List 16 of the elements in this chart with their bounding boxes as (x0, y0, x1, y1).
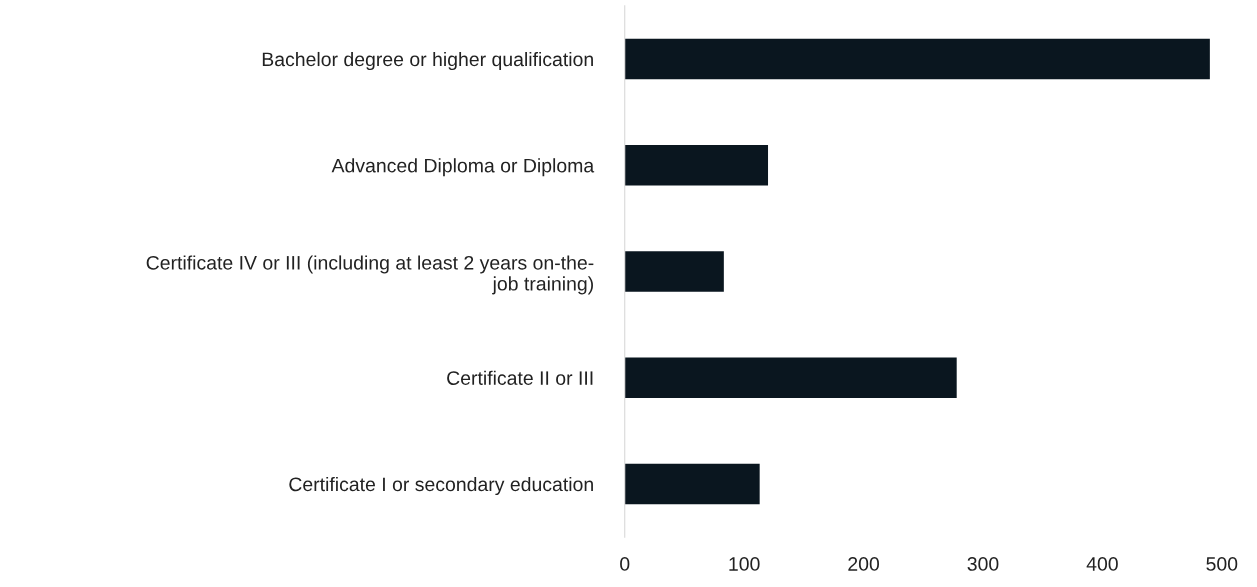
y-tick-label: Bachelor degree or higher qualification (262, 51, 593, 71)
x-tick-label: 0 (620, 557, 630, 571)
x-tick-label: 100 (729, 557, 760, 571)
x-tick-label: 200 (848, 557, 880, 571)
x-tick-label: 400 (1086, 557, 1118, 571)
y-tick-label: Certificate IV or III (including at least 2 years on-the- job training) (146, 255, 594, 295)
bar (624, 463, 760, 505)
bar (624, 357, 957, 398)
x-tick-label: 300 (967, 557, 999, 571)
bar (624, 251, 724, 292)
y-tick-label: Advanced Diploma or Diploma (331, 158, 595, 177)
bar (624, 38, 1210, 80)
y-tick-label: Certificate I or secondary education (289, 476, 593, 496)
bar (624, 145, 769, 186)
y-tick-label: Certificate II or III (447, 370, 593, 385)
x-tick-label: 500 (1206, 557, 1238, 571)
